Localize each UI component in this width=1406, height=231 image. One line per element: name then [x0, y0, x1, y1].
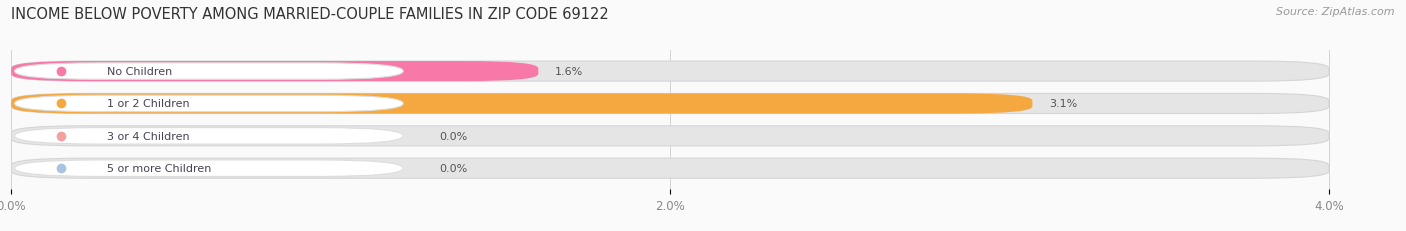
FancyBboxPatch shape — [14, 96, 404, 112]
Text: 0.0%: 0.0% — [440, 164, 468, 173]
Text: 1 or 2 Children: 1 or 2 Children — [107, 99, 190, 109]
Text: Source: ZipAtlas.com: Source: ZipAtlas.com — [1277, 7, 1395, 17]
Text: 1.6%: 1.6% — [555, 67, 583, 77]
Text: 3 or 4 Children: 3 or 4 Children — [107, 131, 190, 141]
FancyBboxPatch shape — [11, 62, 538, 82]
FancyBboxPatch shape — [11, 94, 1032, 114]
Text: 3.1%: 3.1% — [1049, 99, 1077, 109]
FancyBboxPatch shape — [14, 160, 404, 177]
FancyBboxPatch shape — [14, 64, 404, 80]
Text: 5 or more Children: 5 or more Children — [107, 164, 211, 173]
Text: No Children: No Children — [107, 67, 172, 77]
FancyBboxPatch shape — [11, 94, 1329, 114]
Text: INCOME BELOW POVERTY AMONG MARRIED-COUPLE FAMILIES IN ZIP CODE 69122: INCOME BELOW POVERTY AMONG MARRIED-COUPL… — [11, 7, 609, 22]
FancyBboxPatch shape — [11, 126, 1329, 146]
FancyBboxPatch shape — [11, 62, 1329, 82]
FancyBboxPatch shape — [11, 158, 1329, 179]
FancyBboxPatch shape — [14, 128, 404, 144]
Text: 0.0%: 0.0% — [440, 131, 468, 141]
